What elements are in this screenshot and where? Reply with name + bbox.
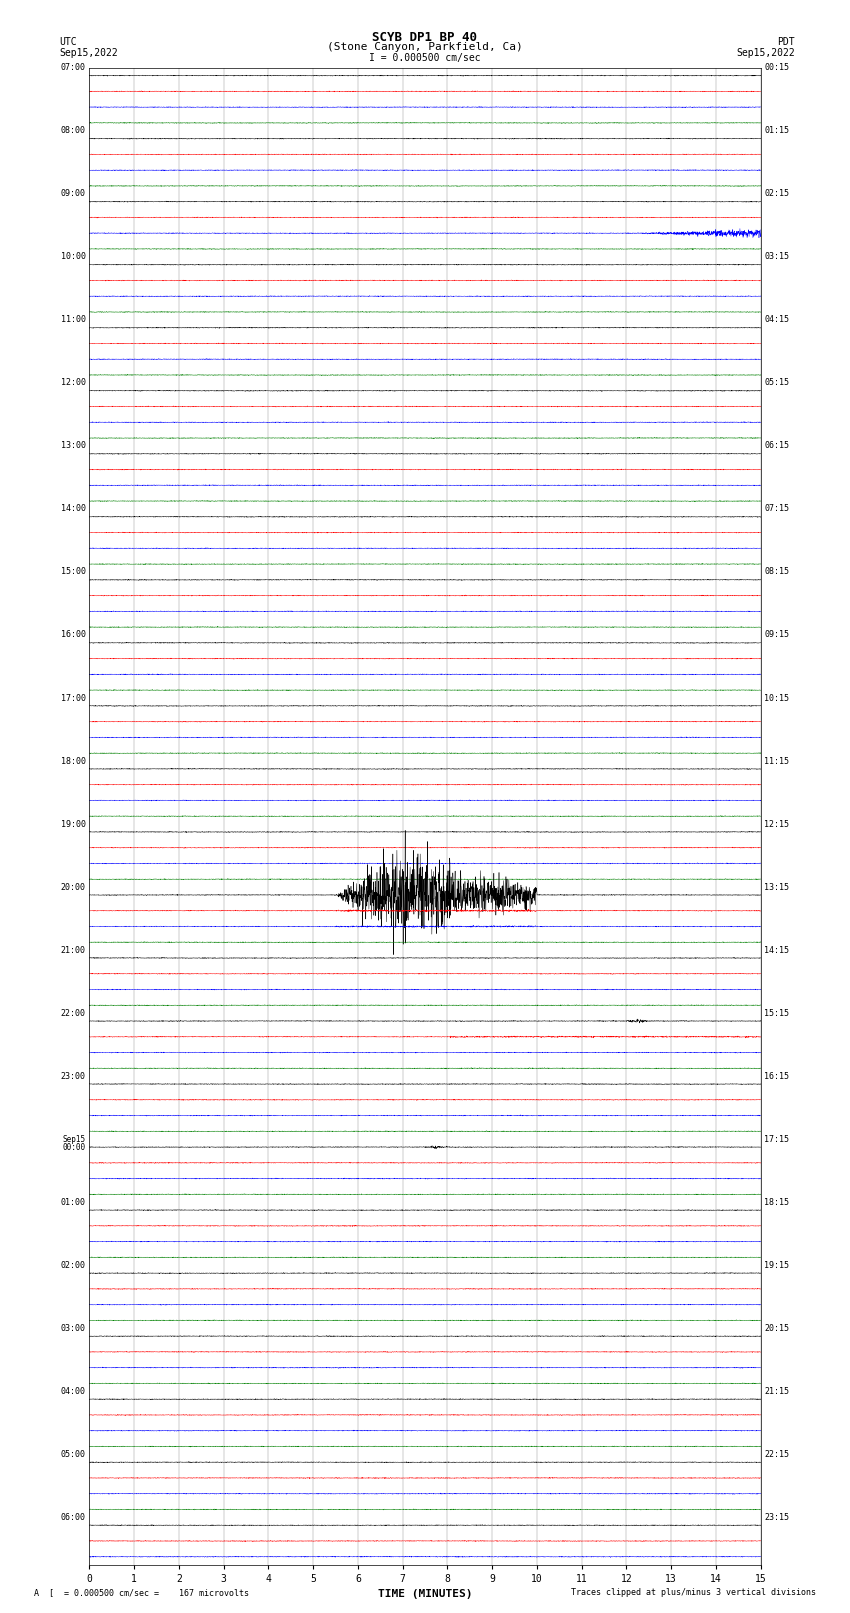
Text: 22:15: 22:15 — [764, 1450, 790, 1458]
Text: 17:15: 17:15 — [764, 1134, 790, 1144]
Text: Sep15,2022: Sep15,2022 — [60, 48, 118, 58]
Text: 15:15: 15:15 — [764, 1008, 790, 1018]
Text: 15:00: 15:00 — [60, 568, 86, 576]
Text: UTC: UTC — [60, 37, 77, 47]
Text: 20:00: 20:00 — [60, 882, 86, 892]
Text: 14:00: 14:00 — [60, 505, 86, 513]
Text: 18:00: 18:00 — [60, 756, 86, 766]
Text: 13:15: 13:15 — [764, 882, 790, 892]
Text: 13:00: 13:00 — [60, 442, 86, 450]
Text: 23:15: 23:15 — [764, 1513, 790, 1521]
Text: 03:00: 03:00 — [60, 1324, 86, 1332]
Text: PDT: PDT — [777, 37, 795, 47]
Text: I = 0.000500 cm/sec: I = 0.000500 cm/sec — [369, 53, 481, 63]
Text: 11:15: 11:15 — [764, 756, 790, 766]
Text: 12:00: 12:00 — [60, 379, 86, 387]
Text: 22:00: 22:00 — [60, 1008, 86, 1018]
Text: 01:15: 01:15 — [764, 126, 790, 135]
Text: 06:00: 06:00 — [60, 1513, 86, 1521]
Text: 21:00: 21:00 — [60, 945, 86, 955]
Text: 04:15: 04:15 — [764, 316, 790, 324]
Text: 16:00: 16:00 — [60, 631, 86, 639]
Text: 03:15: 03:15 — [764, 252, 790, 261]
Text: 07:15: 07:15 — [764, 505, 790, 513]
Text: 23:00: 23:00 — [60, 1071, 86, 1081]
Text: 21:15: 21:15 — [764, 1387, 790, 1395]
Text: 05:15: 05:15 — [764, 379, 790, 387]
Text: A  [  = 0.000500 cm/sec =    167 microvolts: A [ = 0.000500 cm/sec = 167 microvolts — [34, 1587, 249, 1597]
Text: 19:15: 19:15 — [764, 1261, 790, 1269]
Text: 02:15: 02:15 — [764, 189, 790, 198]
X-axis label: TIME (MINUTES): TIME (MINUTES) — [377, 1589, 473, 1598]
Text: 18:15: 18:15 — [764, 1198, 790, 1207]
Text: 16:15: 16:15 — [764, 1071, 790, 1081]
Text: 00:15: 00:15 — [764, 63, 790, 73]
Text: 20:15: 20:15 — [764, 1324, 790, 1332]
Text: 08:15: 08:15 — [764, 568, 790, 576]
Text: 06:15: 06:15 — [764, 442, 790, 450]
Text: 14:15: 14:15 — [764, 945, 790, 955]
Text: 01:00: 01:00 — [60, 1198, 86, 1207]
Text: Traces clipped at plus/minus 3 vertical divisions: Traces clipped at plus/minus 3 vertical … — [571, 1587, 816, 1597]
Text: 05:00: 05:00 — [60, 1450, 86, 1458]
Text: 10:00: 10:00 — [60, 252, 86, 261]
Text: 10:15: 10:15 — [764, 694, 790, 703]
Text: 08:00: 08:00 — [60, 126, 86, 135]
Text: 04:00: 04:00 — [60, 1387, 86, 1395]
Text: 09:00: 09:00 — [60, 189, 86, 198]
Text: Sep15: Sep15 — [63, 1134, 86, 1144]
Text: 11:00: 11:00 — [60, 316, 86, 324]
Text: SCYB DP1 BP 40: SCYB DP1 BP 40 — [372, 31, 478, 44]
Text: 07:00: 07:00 — [60, 63, 86, 73]
Text: 09:15: 09:15 — [764, 631, 790, 639]
Text: 17:00: 17:00 — [60, 694, 86, 703]
Text: 19:00: 19:00 — [60, 819, 86, 829]
Text: 02:00: 02:00 — [60, 1261, 86, 1269]
Text: (Stone Canyon, Parkfield, Ca): (Stone Canyon, Parkfield, Ca) — [327, 42, 523, 52]
Text: Sep15,2022: Sep15,2022 — [736, 48, 795, 58]
Text: 12:15: 12:15 — [764, 819, 790, 829]
Text: 00:00: 00:00 — [63, 1142, 86, 1152]
